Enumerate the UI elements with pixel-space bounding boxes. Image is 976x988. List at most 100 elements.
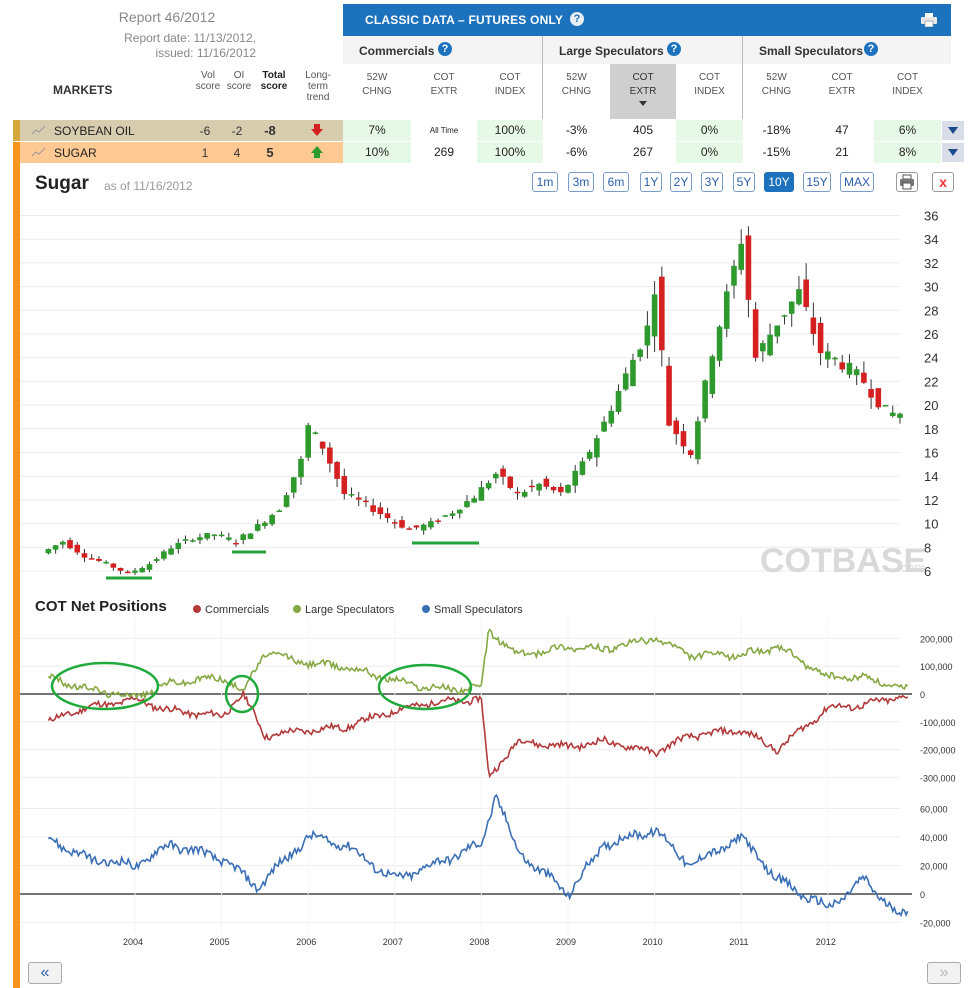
candle-body	[882, 405, 889, 407]
total-score-header[interactable]: Total score	[258, 70, 290, 92]
y-tick-label: 6	[924, 564, 931, 579]
cell-small-52w: -18%	[762, 123, 791, 137]
help-icon[interactable]: ?	[667, 42, 681, 56]
candle-body	[839, 362, 846, 370]
y-tick-label: 8	[924, 540, 931, 555]
trend-header-line1: Long-	[305, 70, 331, 81]
y-tick-label: 60,000	[920, 805, 948, 815]
sub-header-comm-index[interactable]: COT INDEX	[477, 64, 543, 119]
group-label-small-speculators: Small Speculators	[759, 44, 864, 58]
candle-body	[370, 505, 376, 512]
total-score-header-line2: score	[260, 81, 288, 92]
sub-header-small-52w[interactable]: 52W CHNG	[743, 64, 810, 119]
long-term-trend-header[interactable]: Long- term trend	[300, 70, 336, 103]
y-tick-label: 26	[924, 327, 938, 342]
arrow-up-icon	[311, 146, 323, 158]
range-10y-button[interactable]: 10Y	[764, 172, 794, 192]
y-tick-label: 18	[924, 422, 938, 437]
candle-body	[399, 520, 405, 528]
sub-header-large-index[interactable]: COT INDEX	[676, 64, 743, 119]
total-score: -8	[264, 123, 276, 138]
candle-body	[413, 525, 420, 528]
range-1m-button[interactable]: 1m	[532, 172, 558, 192]
sort-desc-icon	[639, 101, 647, 106]
printer-icon[interactable]	[921, 13, 937, 27]
range-6m-button[interactable]: 6m	[603, 172, 629, 192]
range-2y-button[interactable]: 2Y	[670, 172, 692, 192]
sub-header-line: EXTR	[828, 86, 856, 97]
expand-row-button[interactable]	[942, 121, 964, 140]
candle-body	[269, 515, 275, 525]
range-max-button[interactable]: MAX	[840, 172, 874, 192]
legend-commercials[interactable]: Commercials	[193, 604, 269, 616]
candle-body	[103, 561, 109, 564]
candle-body	[579, 461, 586, 475]
candle-body	[327, 447, 333, 464]
report-title: Report 46/2012	[118, 9, 216, 25]
help-icon[interactable]: ?	[570, 12, 584, 26]
report-issued: issued: 11/16/2012	[155, 46, 256, 60]
candle-body	[716, 326, 723, 361]
legend-small-speculators[interactable]: Small Speculators	[422, 604, 523, 616]
candle-body	[478, 487, 485, 501]
sub-header-line: COT	[698, 72, 721, 83]
sub-header-line: EXTR	[629, 86, 657, 97]
arrow-down-icon	[311, 124, 323, 136]
candle-body	[189, 540, 196, 542]
group-commercials: Commercials ?	[343, 36, 543, 64]
range-5y-button[interactable]: 5Y	[733, 172, 755, 192]
candle-body	[601, 421, 607, 432]
cell-small-index: 8%	[874, 142, 941, 163]
oi-score-header[interactable]: OI score	[225, 70, 253, 92]
range-3m-button[interactable]: 3m	[568, 172, 594, 192]
sub-header-large-52w[interactable]: 52W CHNG	[543, 64, 610, 119]
row-marker	[13, 120, 20, 141]
expand-row-button[interactable]	[942, 143, 964, 162]
sub-header-line: INDEX	[494, 86, 526, 97]
candle-body	[88, 558, 95, 560]
help-icon[interactable]: ?	[438, 42, 452, 56]
cell-comm-index: 100%	[477, 142, 543, 163]
candle-body	[254, 524, 261, 531]
candle-body	[586, 451, 593, 459]
candle-body	[817, 322, 824, 354]
candle-body	[226, 537, 232, 540]
divider	[542, 36, 543, 119]
y-tick-label: 0	[920, 890, 925, 900]
x-tick-label: 2011	[729, 937, 748, 947]
candle-body	[723, 291, 730, 329]
market-row-sugar[interactable]: SUGAR 1 4 5	[13, 142, 343, 163]
annotation-ellipse	[377, 663, 473, 711]
candle-body	[680, 431, 687, 447]
next-button[interactable]: »	[927, 962, 961, 984]
market-row-soybean-oil[interactable]: SOYBEAN OIL -6 -2 -8	[13, 120, 343, 141]
x-tick-label: 2007	[383, 937, 403, 947]
range-3y-button[interactable]: 3Y	[701, 172, 723, 192]
candle-body	[760, 343, 766, 352]
x-tick-label: 2012	[816, 937, 836, 947]
chart-icon[interactable]	[32, 147, 46, 157]
x-tick-label: 2005	[210, 937, 230, 947]
sub-header-line: COT	[499, 72, 521, 83]
y-tick-label: 16	[924, 446, 938, 461]
candle-body	[810, 317, 817, 334]
prev-button[interactable]: «	[28, 962, 62, 984]
candle-body	[608, 410, 615, 424]
sub-header-comm-extr[interactable]: COT EXTR	[411, 64, 477, 119]
candle-body	[565, 484, 571, 493]
vol-score-header[interactable]: Vol score	[194, 70, 222, 92]
chart-icon[interactable]	[32, 125, 46, 135]
candle-body	[363, 500, 369, 503]
sub-header-comm-52w[interactable]: 52W CHNG	[343, 64, 411, 119]
legend-large-speculators[interactable]: Large Speculators	[293, 604, 394, 616]
candle-body	[702, 380, 708, 419]
chart-close-button[interactable]: x	[932, 172, 954, 192]
sub-header-small-index[interactable]: COT INDEX	[874, 64, 941, 119]
sub-header-line: COT	[632, 72, 654, 83]
range-1y-button[interactable]: 1Y	[640, 172, 662, 192]
sub-header-small-extr[interactable]: COT EXTR	[810, 64, 874, 119]
chart-print-button[interactable]	[896, 172, 918, 192]
range-15y-button[interactable]: 15Y	[803, 172, 831, 192]
sub-header-large-extr[interactable]: COT EXTR	[610, 64, 676, 119]
help-icon[interactable]: ?	[864, 42, 878, 56]
